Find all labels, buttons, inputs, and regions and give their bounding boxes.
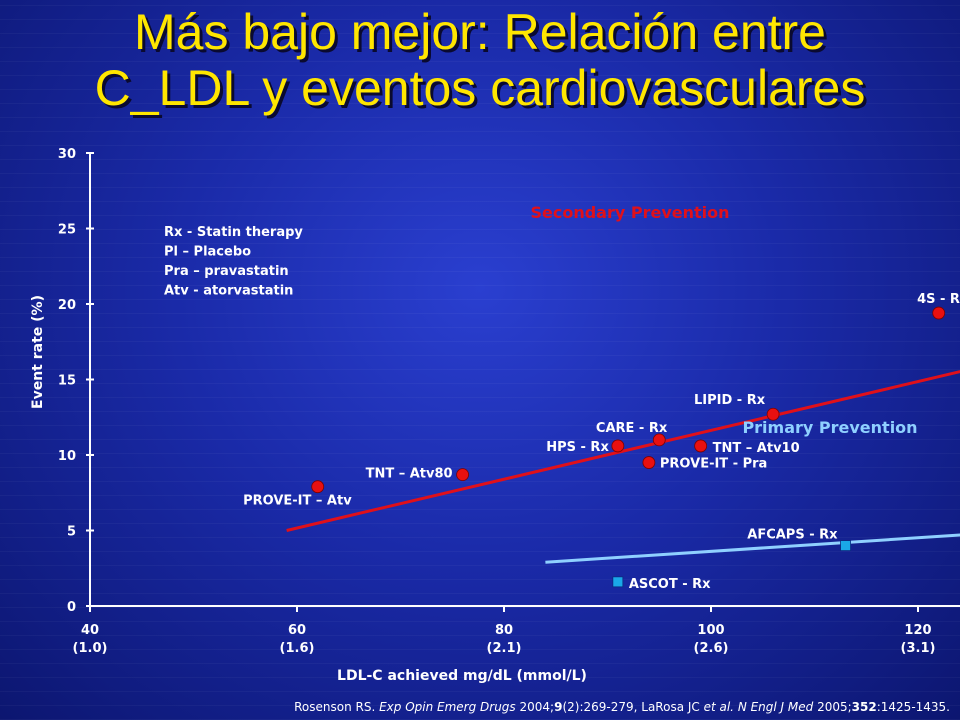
data-point-label: ASCOT - Rx [629,577,711,592]
data-point-label: LIPID - Rx [694,393,766,408]
data-point-circle [652,433,666,447]
data-point-label: 4S - Rx [917,292,960,307]
primary-trend-line [545,533,960,564]
data-point-circle [611,439,625,453]
abbreviation-legend-line: Pra – pravastatin [164,264,289,279]
citation-part: 2004; [515,700,555,714]
y-tick-label: 30 [58,147,76,162]
abbreviation-legend-line: Pl – Placebo [164,245,251,260]
x-tick-label: (1.0) [73,641,108,656]
x-tick-label: 100 [697,623,724,638]
title-line-1: Más bajo mejor: Relación entre [134,4,826,60]
y-tick-label: 0 [67,600,76,615]
citation-journal: Exp Opin Emerg Drugs [379,700,516,714]
secondary-prevention-label: Secondary Prevention [530,203,729,222]
data-point-label: PROVE-IT - Pra [660,457,767,472]
citation-volume: 9 [554,700,563,714]
x-tick-label: 120 [904,623,931,638]
y-tick-label: 25 [58,223,76,238]
citation-volume: 352 [851,700,877,714]
page-title: Más bajo mejor: Relación entre C_LDL y e… [0,4,960,116]
x-tick-label: (1.6) [280,641,315,656]
citation-part: 2005; [813,700,852,714]
x-tick-label: 80 [495,623,513,638]
citation-part: (2):269-279, LaRosa JC [562,700,704,714]
x-tick-label: 60 [288,623,306,638]
citation: Rosenson RS. Exp Opin Emerg Drugs 2004;9… [294,700,950,714]
x-axis-label: LDL-C achieved mg/dL (mmol/L) [337,668,587,684]
data-point-circle [642,456,656,469]
data-point-circle [456,468,470,482]
data-point-circle [694,439,708,453]
data-point-circle [932,306,946,320]
citation-part: Rosenson RS. [294,700,380,714]
x-tick-label: 40 [81,623,99,638]
data-point-label: AFCAPS - Rx [747,528,838,543]
y-tick-label: 5 [67,525,76,540]
data-point-square [840,540,851,551]
citation-journal: et al. N Engl J Med [703,700,814,714]
citation-part: :1425-1435. [876,700,950,714]
data-point-label: TNT – Atv80 [366,467,453,482]
y-tick-label: 10 [58,449,76,464]
x-tick-label: (3.1) [901,641,936,656]
data-point-circle [311,480,325,494]
y-tick-label: 15 [58,374,76,389]
y-axis-label: Event rate (%) [30,295,46,409]
data-point-label: PROVE-IT – Atv [243,494,352,509]
data-point-square [612,576,624,588]
data-point-label: HPS - Rx [546,440,609,455]
abbreviation-legend-line: Rx - Statin therapy [164,225,303,240]
y-tick-label: 20 [58,298,76,313]
primary-prevention-label: Primary Prevention [742,418,917,437]
title-line-2: C_LDL y eventos cardiovasculares [94,60,866,116]
x-tick-label: (2.1) [487,641,522,656]
data-point-label: CARE - Rx [596,421,668,436]
abbreviation-legend-line: Atv - atorvastatin [164,284,293,299]
secondary-trend-line [286,370,960,532]
x-tick-label: (2.6) [694,641,729,656]
data-point-label: TNT – Atv10 [713,441,800,456]
data-point-circle [766,407,780,421]
